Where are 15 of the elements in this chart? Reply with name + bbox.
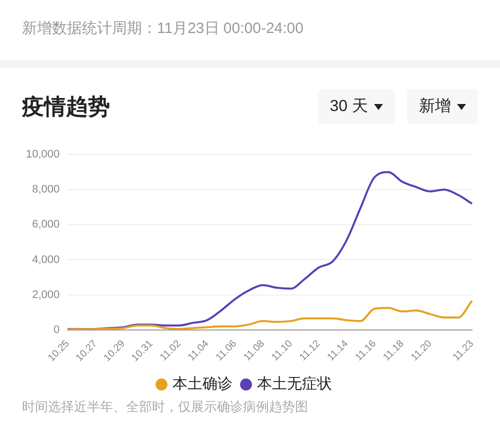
chart-title: 疫情趋势 (22, 93, 110, 121)
y-tick-label: 0 (54, 324, 60, 336)
y-tick-label: 8,000 (32, 184, 60, 196)
y-tick-label: 2,000 (32, 288, 60, 301)
y-tick-label: 4,000 (32, 254, 60, 266)
line-series (66, 300, 473, 330)
y-tick-label: 10,000 (26, 148, 60, 161)
line-series (66, 171, 473, 330)
text: 时间选择近半年、全部时，仅展示确诊病例趋势图 (22, 398, 308, 416)
legend-label: 本土无症状 (257, 376, 332, 393)
text: 30 天 (330, 97, 368, 117)
y-tick-label: 6,000 (32, 218, 60, 231)
text: 新增 (419, 96, 451, 117)
chart-subtitle: 新增数据统计周期：11月23日 00:00-24:00 (22, 19, 304, 38)
legend-label: 本土确诊 (172, 376, 232, 393)
